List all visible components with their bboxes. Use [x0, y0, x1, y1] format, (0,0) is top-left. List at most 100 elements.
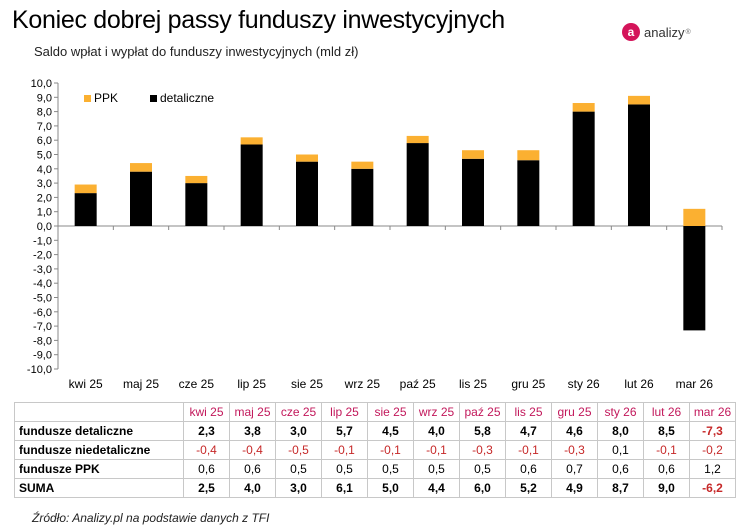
table-month-header: sie 25	[367, 402, 414, 422]
x-tick-label: paź 25	[400, 377, 436, 391]
table-cell: 0,6	[643, 459, 690, 479]
bar-ppk	[74, 184, 97, 194]
table-month-header: wrz 25	[413, 402, 460, 422]
table-row-label: fundusze PPK	[14, 459, 184, 479]
bar-detaliczne	[351, 168, 374, 226]
table-cell: 4,5	[367, 421, 414, 441]
x-tick-label: sie 25	[291, 377, 323, 391]
table-cell: 0,1	[597, 440, 644, 460]
table-month-header: lut 26	[643, 402, 690, 422]
y-tick-label: -2,0	[33, 250, 52, 262]
table-cell: 9,0	[643, 478, 690, 498]
table-cell: 1,2	[689, 459, 736, 479]
table-header-row: kwi 25 maj 25 cze 25 lip 25 sie 25 wrz 25 paź …	[14, 402, 736, 422]
x-tick-label: wrz 25	[344, 377, 381, 391]
table-cell: -7,3	[689, 421, 736, 441]
y-tick-label: -4,0	[33, 278, 52, 290]
bar-detaliczne	[462, 158, 484, 226]
y-tick-label: -5,0	[33, 293, 52, 305]
legend-label-ppk: PPK	[94, 91, 118, 105]
y-tick-label: -9,0	[33, 350, 52, 362]
x-tick-label: maj 25	[123, 377, 159, 391]
table-cell: 6,1	[321, 478, 368, 498]
table-cell: 8,0	[597, 421, 644, 441]
chart-title: Koniec dobrej passy funduszy inwestycyjn…	[12, 6, 505, 34]
y-tick-label: 8,0	[37, 107, 52, 119]
y-tick-label: 4,0	[37, 164, 52, 176]
table-cell: 3,0	[275, 478, 322, 498]
y-tick-label: 5,0	[37, 150, 52, 162]
y-tick-label: 0,0	[37, 221, 52, 233]
bar-detaliczne	[240, 144, 263, 226]
table-cell: -0,1	[643, 440, 690, 460]
legend-swatch-detaliczne	[150, 95, 157, 102]
bar-detaliczne	[296, 161, 318, 226]
table-cell: -0,3	[459, 440, 506, 460]
table-cell: 8,5	[643, 421, 690, 441]
table-cell: 0,6	[597, 459, 644, 479]
table-cell: 0,6	[183, 459, 230, 479]
bar-ppk	[351, 161, 374, 169]
table-cell: 0,6	[229, 459, 276, 479]
y-tick-label: -3,0	[33, 264, 52, 276]
table-cell: 5,0	[367, 478, 414, 498]
bar-detaliczne	[572, 111, 595, 226]
y-tick-label: -1,0	[33, 235, 52, 247]
x-tick-label: lut 26	[624, 377, 654, 391]
table-cell: 0,5	[275, 459, 322, 479]
table-month-header: mar 26	[689, 402, 736, 422]
table-month-header: maj 25	[229, 402, 276, 422]
table-cell: 0,7	[551, 459, 598, 479]
bar-detaliczne	[406, 143, 429, 226]
table-cell: -0,4	[229, 440, 276, 460]
table-cell: -0,1	[413, 440, 460, 460]
table-cell: 6,0	[459, 478, 506, 498]
table-cell: 0,5	[459, 459, 506, 479]
table-month-header: lis 25	[505, 402, 552, 422]
bar-ppk	[406, 135, 429, 144]
logo-text: analizy	[644, 24, 685, 40]
bar-ppk	[240, 137, 263, 145]
x-tick-label: mar 26	[676, 377, 714, 391]
table-cell: 4,6	[551, 421, 598, 441]
table-row: fundusze niedetaliczne -0,4 -0,4 -0,5 -0,1 -0…	[14, 440, 736, 460]
table-cell: 8,7	[597, 478, 644, 498]
bar-detaliczne	[517, 160, 540, 226]
table-cell: 4,7	[505, 421, 552, 441]
bar-ppk	[185, 175, 208, 184]
analizy-logo: a analizy ®	[622, 18, 691, 46]
table-cell: 0,5	[321, 459, 368, 479]
legend-swatch-ppk	[84, 95, 91, 102]
legend-label-detaliczne: detaliczne	[160, 91, 214, 105]
table-month-header: kwi 25	[183, 402, 230, 422]
table-cell: -0,1	[367, 440, 414, 460]
logo-registered-mark: ®	[685, 28, 691, 36]
data-table: kwi 25 maj 25 cze 25 lip 25 sie 25 wrz 25 paź …	[14, 402, 736, 498]
bar-detaliczne	[683, 226, 706, 331]
table-cell: -0,2	[689, 440, 736, 460]
y-tick-label: -10,0	[27, 364, 52, 376]
y-tick-label: 6,0	[37, 135, 52, 147]
table-cell: -0,1	[505, 440, 552, 460]
table-cell: 0,5	[367, 459, 414, 479]
bar-ppk	[517, 150, 540, 161]
table-row-label: SUMA	[14, 478, 184, 498]
bar-ppk	[462, 150, 484, 159]
y-tick-label: -7,0	[33, 321, 52, 333]
y-tick-label: 10,0	[31, 78, 52, 90]
table-cell: 3,0	[275, 421, 322, 441]
table-cell: 2,3	[183, 421, 230, 441]
bar-detaliczne	[628, 104, 650, 226]
chart-subtitle: Saldo wpłat i wypłat do funduszy inwesty…	[34, 44, 359, 59]
table-cell: -0,5	[275, 440, 322, 460]
y-tick-label: 3,0	[37, 178, 52, 190]
table-cell: 4,4	[413, 478, 460, 498]
x-tick-label: sty 26	[568, 377, 600, 391]
table-cell: 5,2	[505, 478, 552, 498]
bar-detaliczne	[74, 193, 97, 226]
bar-ppk	[683, 208, 706, 226]
table-cell: 4,9	[551, 478, 598, 498]
x-tick-label: lis 25	[459, 377, 487, 391]
table-month-header: lip 25	[321, 402, 368, 422]
x-tick-label: gru 25	[511, 377, 545, 391]
